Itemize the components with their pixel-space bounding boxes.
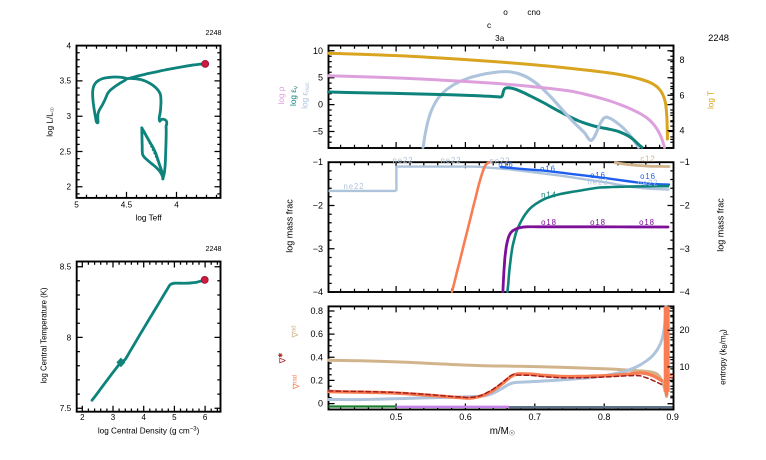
svg-text:log Central Temperature (K): log Central Temperature (K) — [40, 287, 49, 383]
svg-text:−4: −4 — [680, 287, 690, 297]
svg-text:log mass frac: log mass frac — [716, 198, 726, 252]
svg-text:ne22: ne22 — [393, 156, 414, 165]
svg-text:log Teff: log Teff — [136, 214, 163, 223]
svg-text:10: 10 — [313, 46, 323, 56]
svg-text:−2: −2 — [680, 201, 690, 211]
svg-text:o16: o16 — [640, 172, 656, 181]
svg-text:5: 5 — [318, 73, 323, 83]
svg-text:0.7: 0.7 — [529, 412, 542, 422]
svg-text:6: 6 — [680, 90, 685, 100]
svg-text:c12: c12 — [640, 155, 655, 164]
svg-text:0.6: 0.6 — [310, 329, 323, 339]
svg-text:3a: 3a — [495, 34, 505, 43]
svg-text:−3: −3 — [313, 244, 323, 254]
svg-text:2: 2 — [66, 183, 71, 192]
svg-text:0.9: 0.9 — [666, 412, 679, 422]
svg-text:log εν: log εν — [289, 86, 300, 106]
svg-text:o: o — [503, 8, 508, 17]
svg-text:2248: 2248 — [206, 244, 222, 253]
svg-text:o16: o16 — [498, 160, 513, 169]
svg-text:o16: o16 — [540, 165, 556, 174]
svg-text:o18: o18 — [541, 218, 557, 227]
svg-text:2248: 2248 — [708, 32, 729, 43]
svg-text:o18: o18 — [639, 218, 655, 227]
svg-text:log T: log T — [707, 91, 716, 109]
svg-text:6: 6 — [203, 413, 208, 422]
svg-text:8: 8 — [680, 55, 685, 65]
svg-text:0.8: 0.8 — [598, 412, 611, 422]
svg-text:entropy (kB/mp): entropy (kB/mp) — [719, 329, 730, 385]
svg-text:log Central Density (g cm−3): log Central Density (g cm−3) — [98, 427, 200, 436]
svg-text:o16: o16 — [590, 171, 606, 180]
svg-text:log ρ: log ρ — [277, 86, 286, 104]
svg-text:0: 0 — [318, 100, 323, 110]
svg-text:0.2: 0.2 — [310, 375, 323, 385]
svg-text:4: 4 — [141, 413, 146, 422]
svg-text:log mass frac: log mass frac — [285, 199, 295, 253]
svg-text:4.5: 4.5 — [121, 201, 133, 210]
svg-text:∇✱: ∇✱ — [278, 353, 288, 365]
svg-text:∇ad: ∇ad — [290, 325, 300, 338]
svg-text:5: 5 — [172, 413, 177, 422]
svg-text:5: 5 — [74, 201, 79, 210]
svg-text:10: 10 — [680, 362, 690, 372]
svg-text:0.6: 0.6 — [459, 412, 472, 422]
svg-text:o18: o18 — [590, 218, 606, 227]
svg-text:8: 8 — [67, 333, 72, 342]
svg-text:3: 3 — [111, 413, 116, 422]
svg-text:3.5: 3.5 — [60, 77, 72, 86]
svg-text:7.5: 7.5 — [60, 404, 72, 413]
svg-text:ne22: ne22 — [344, 182, 365, 191]
svg-text:cno: cno — [527, 8, 541, 17]
svg-text:−1: −1 — [680, 157, 690, 167]
svg-text:8.5: 8.5 — [60, 263, 72, 272]
svg-text:−2: −2 — [313, 201, 323, 211]
svg-text:−1: −1 — [313, 157, 323, 167]
svg-text:2.5: 2.5 — [60, 147, 72, 156]
svg-text:−4: −4 — [313, 287, 323, 297]
svg-text:ne22: ne22 — [441, 156, 462, 165]
svg-text:0.4: 0.4 — [310, 352, 323, 362]
svg-text:4: 4 — [174, 201, 179, 210]
svg-text:2: 2 — [80, 413, 85, 422]
svg-text:20: 20 — [680, 325, 690, 335]
svg-text:0.5: 0.5 — [390, 412, 403, 422]
svg-text:4: 4 — [680, 126, 685, 136]
svg-text:c: c — [487, 21, 491, 30]
svg-text:4: 4 — [66, 41, 71, 50]
svg-text:3: 3 — [66, 112, 71, 121]
svg-text:log εnuc: log εnuc — [301, 82, 312, 109]
svg-text:2248: 2248 — [206, 28, 222, 37]
svg-text:−5: −5 — [313, 127, 323, 137]
svg-text:ne22: ne22 — [490, 157, 511, 166]
svg-text:m/M☉: m/M☉ — [490, 426, 515, 438]
svg-text:−3: −3 — [680, 244, 690, 254]
svg-text:∇rad: ∇rad — [291, 375, 301, 390]
svg-text:ne22: ne22 — [588, 178, 609, 187]
svg-text:n14: n14 — [541, 190, 557, 199]
svg-text:ne22: ne22 — [638, 179, 659, 188]
svg-text:log L/L☉: log L/L☉ — [46, 107, 57, 137]
svg-text:0.8: 0.8 — [310, 306, 323, 316]
svg-text:0: 0 — [318, 399, 323, 409]
